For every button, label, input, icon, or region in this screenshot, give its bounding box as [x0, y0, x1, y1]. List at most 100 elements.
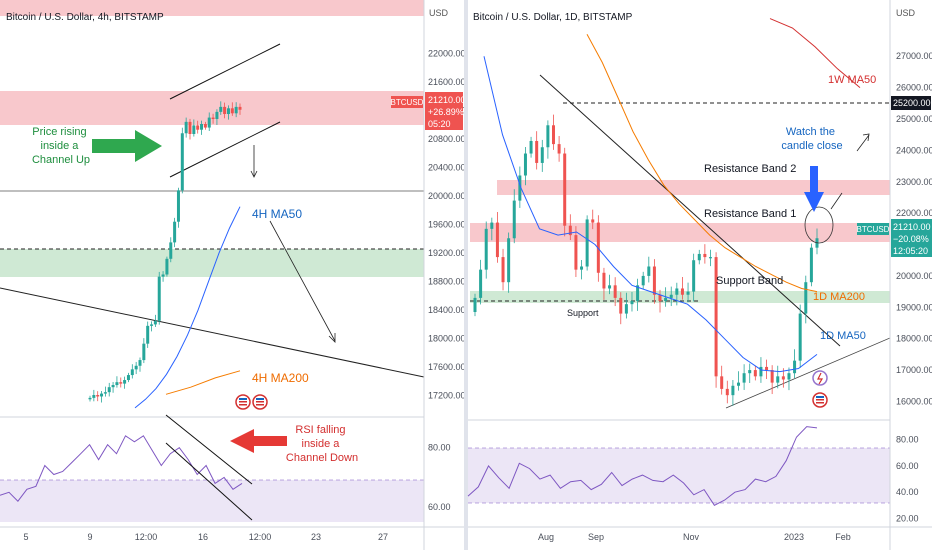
right-candle	[613, 285, 617, 298]
candle-close-circle	[804, 206, 834, 244]
left-candle	[226, 108, 230, 115]
right-candle	[490, 222, 494, 229]
right-candle	[793, 360, 797, 374]
right-candle	[574, 235, 578, 270]
us-flag-event-icon[interactable]	[252, 394, 268, 410]
right-chart-title: Bitcoin / U.S. Dollar, 1D, BITSTAMP	[473, 12, 633, 23]
right-candle	[523, 153, 527, 176]
left-rsi-tick: 60.00	[428, 502, 451, 512]
right-currency-label: USD	[896, 8, 916, 18]
left-candle	[107, 387, 111, 393]
svg-text:21210.00: 21210.00	[893, 222, 931, 232]
right-rsi-line	[467, 426, 818, 506]
left-price-tick: 17600.00	[428, 362, 466, 372]
right-candle	[804, 282, 808, 314]
right-candle	[720, 376, 724, 389]
left-price-tick: 22000.00	[428, 48, 466, 58]
right-chart-pane[interactable]: Watch the candle close Resistance Band 2…	[467, 0, 932, 550]
right-candle	[697, 253, 701, 261]
us-flag-event-icon[interactable]	[235, 394, 251, 410]
left-candle	[238, 106, 242, 110]
resistance-band-1-label: Resistance Band 1	[704, 208, 796, 220]
left-time-tick: 9	[87, 532, 92, 542]
svg-text:25200.00: 25200.00	[893, 98, 931, 108]
right-candle	[748, 370, 752, 374]
resistance-band-1	[470, 223, 890, 242]
watch-annotation: Watch the candle close	[781, 126, 842, 152]
left-candle	[184, 121, 188, 134]
left-candle	[188, 121, 192, 134]
right-price-tick: 23000.00	[896, 177, 932, 187]
right-candle	[512, 200, 516, 239]
right-candle	[535, 140, 539, 163]
right-last-price-tag: BTCUSD 21210.00 −20.08% 12:05:20	[857, 219, 932, 257]
right-candle	[630, 301, 634, 305]
right-candle	[669, 294, 673, 298]
right-1w-ma50-line	[769, 18, 861, 88]
left-down-arrow-head	[250, 170, 258, 178]
right-candle	[602, 272, 606, 289]
right-candle	[647, 266, 651, 276]
left-price-tick: 21600.00	[428, 77, 466, 87]
left-candle	[219, 106, 223, 112]
right-candle	[770, 370, 774, 383]
right-candle	[641, 275, 645, 286]
right-time-tick: Sep	[588, 532, 604, 542]
channel-up-top	[169, 43, 281, 100]
svg-text:05:20: 05:20	[428, 119, 451, 129]
left-price-tick: 20400.00	[428, 163, 466, 173]
left-candle	[230, 108, 234, 114]
rsi-channel-annotation: RSI falling inside a Channel Down	[286, 424, 358, 464]
right-time-tick: Aug	[538, 532, 554, 542]
right-candle	[658, 294, 662, 302]
right-candle	[518, 175, 522, 201]
right-price-tick: 18000.00	[896, 334, 932, 344]
right-price-tick: 16000.00	[896, 396, 932, 406]
left-candle	[211, 117, 215, 120]
right-candle	[636, 285, 640, 302]
left-time-tick: 27	[378, 532, 388, 542]
left-projection-arrow	[269, 220, 336, 342]
right-candle	[753, 370, 757, 377]
projection-arrow	[830, 192, 843, 210]
right-time-tick: Nov	[683, 532, 700, 542]
left-candle	[92, 395, 96, 398]
right-candle	[551, 125, 555, 145]
right-rsi-axis: 80.00 60.00 40.00 20.00	[896, 435, 919, 524]
right-candle	[568, 225, 572, 236]
blue-arrow-icon	[804, 166, 824, 212]
left-price-tick: 18400.00	[428, 305, 466, 315]
red-arrow-icon	[230, 429, 287, 453]
left-time-axis[interactable]: 5 9 12:00 16 12:00 23 27	[23, 532, 388, 542]
right-candle	[675, 288, 679, 295]
right-rsi-tick: 40.00	[896, 487, 919, 497]
left-4h-ma50-line	[134, 206, 241, 409]
lightning-event-icon[interactable]	[812, 370, 828, 386]
left-chart-pane[interactable]: Price rising inside a Channel Up 4H MA50…	[0, 0, 466, 550]
left-price-tick: 17200.00	[428, 391, 466, 401]
right-candle	[725, 388, 729, 396]
support-label: Support	[567, 308, 599, 318]
right-1d-ma200-line	[586, 34, 818, 293]
right-candle	[692, 260, 696, 292]
left-candle	[207, 117, 211, 128]
right-candles	[473, 114, 819, 406]
1d-ma50-label: 1D MA50	[820, 330, 866, 342]
left-candle	[134, 365, 138, 370]
left-candle	[173, 221, 177, 243]
right-candle	[557, 144, 561, 154]
svg-text:+26.89%: +26.89%	[428, 107, 464, 117]
left-ma50-label: 4H MA50	[252, 207, 302, 221]
pane-divider	[464, 0, 468, 550]
left-price-tick: 20800.00	[428, 134, 466, 144]
right-candle	[759, 366, 763, 377]
right-candle	[714, 257, 718, 377]
left-time-tick: 12:00	[135, 532, 158, 542]
us-flag-event-icon[interactable]	[812, 392, 828, 408]
right-time-axis[interactable]: Aug Sep Nov 2023 Feb	[538, 532, 851, 542]
1d-ma200-label: 1D MA200	[813, 291, 865, 303]
left-candle	[196, 125, 200, 130]
left-rsi-band	[0, 480, 424, 522]
